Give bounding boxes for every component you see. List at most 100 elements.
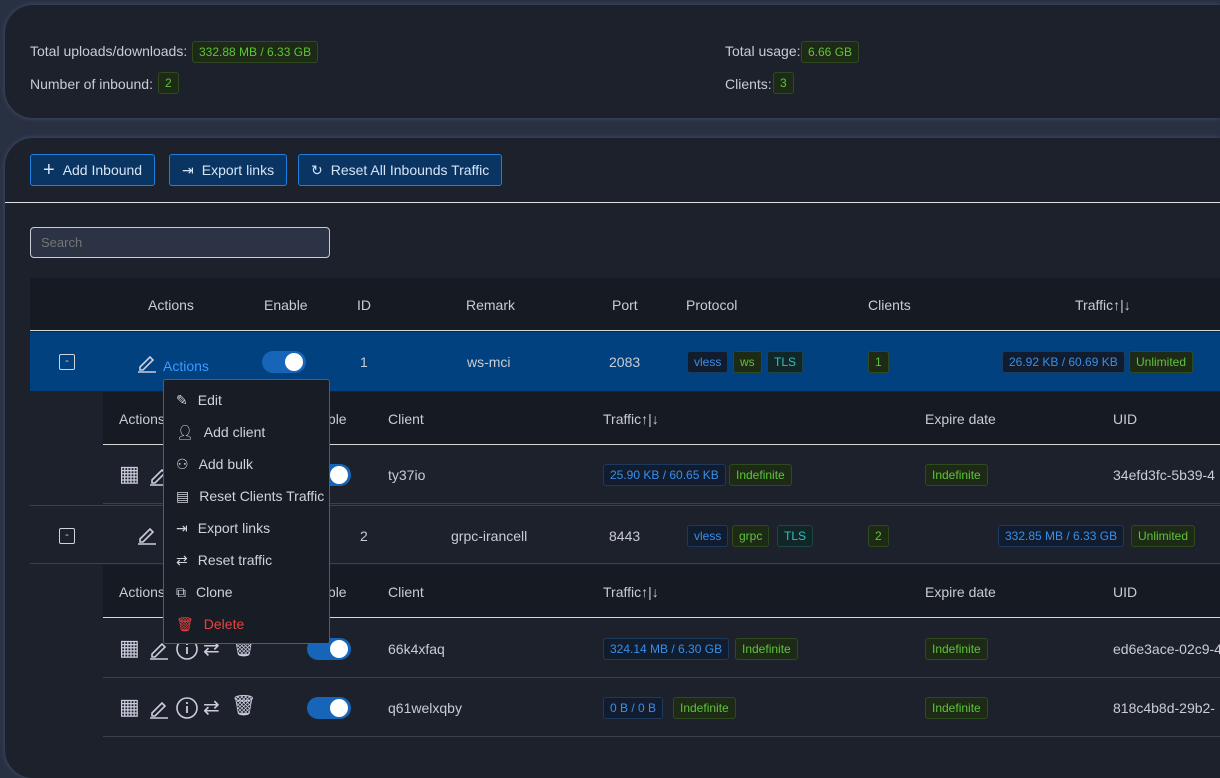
menu-item-add-bulk[interactable]: ⚇ Add bulk bbox=[164, 448, 329, 480]
copy-icon: ⧉ bbox=[176, 583, 186, 600]
inbound-row[interactable]: - 2 grpc-irancell 8443 vless grpc TLS 2 … bbox=[30, 505, 1220, 564]
header-traffic[interactable]: Traffic↑|↓ bbox=[1075, 297, 1131, 313]
client-name: ty37io bbox=[388, 467, 426, 483]
inbound-count-label: Number of inbound: bbox=[30, 76, 153, 92]
header-client: Client bbox=[388, 584, 424, 600]
menu-label: Export links bbox=[197, 520, 271, 536]
export-icon: ⇥ bbox=[182, 161, 194, 178]
reset-all-label: Reset All Inbounds Traffic bbox=[330, 162, 490, 178]
file-done-icon: ▤ bbox=[176, 487, 190, 504]
export-links-label: Export links bbox=[201, 162, 275, 178]
client-row: ▦ ⇄ 🗑︎ 66k4xfaq 324.14 MB / 6.30 GB Inde… bbox=[103, 619, 1220, 678]
inbound-port: 8443 bbox=[609, 528, 641, 544]
network-tag: ws bbox=[733, 351, 762, 373]
menu-item-delete[interactable]: 🗑︎ Delete bbox=[164, 608, 329, 640]
qrcode-icon[interactable]: ▦ bbox=[119, 635, 140, 660]
security-tag: TLS bbox=[777, 525, 814, 547]
header-client: Client bbox=[388, 411, 424, 427]
actions-menu: ✎ Edit 👤︎ Add client ⚇ Add bulk ▤ Reset Clie… bbox=[163, 379, 330, 644]
header-enable: Enable bbox=[264, 297, 308, 313]
header-traffic[interactable]: Traffic↑|↓ bbox=[603, 411, 659, 427]
menu-item-clone[interactable]: ⧉ Clone bbox=[164, 576, 329, 608]
client-expire-tag: Indefinite bbox=[925, 638, 988, 660]
client-expire-tag: Indefinite bbox=[925, 464, 988, 486]
protocol-tag: vless bbox=[687, 525, 729, 547]
client-total-tag: Indefinite bbox=[729, 464, 792, 486]
header-expire: Expire date bbox=[925, 411, 996, 427]
retweet-icon[interactable]: ⇄ bbox=[203, 697, 220, 719]
edit-icon[interactable] bbox=[147, 696, 171, 720]
client-uid: 34efd3fc-5b39-4 bbox=[1113, 467, 1215, 483]
header-id: ID bbox=[357, 297, 371, 313]
header-expire: Expire date bbox=[925, 584, 996, 600]
inbound-port: 2083 bbox=[609, 354, 641, 370]
usergroup-add-icon: ⚇ bbox=[176, 455, 189, 472]
info-icon[interactable] bbox=[175, 696, 199, 720]
reset-all-traffic-button[interactable]: ↻ Reset All Inbounds Traffic bbox=[298, 154, 503, 186]
client-total-tag: Indefinite bbox=[673, 697, 736, 719]
qrcode-icon[interactable]: ▦ bbox=[119, 694, 140, 719]
client-expire-tag: Indefinite bbox=[925, 697, 988, 719]
collapse-button[interactable]: - bbox=[59, 354, 75, 370]
user-add-icon: 👤︎ bbox=[176, 423, 194, 440]
header-remark: Remark bbox=[466, 297, 516, 313]
menu-label: Edit bbox=[197, 392, 222, 408]
header-clients[interactable]: Clients bbox=[868, 297, 911, 313]
inbound-remark: ws-mci bbox=[467, 354, 511, 370]
stats-card: Total uploads/downloads: 332.88 MB / 6.3… bbox=[5, 5, 1220, 118]
menu-label: Reset Clients Traffic bbox=[199, 488, 325, 504]
header-protocol: Protocol bbox=[686, 297, 738, 313]
total-usage-value: 6.66 GB bbox=[801, 41, 860, 63]
menu-item-add-client[interactable]: 👤︎ Add client bbox=[164, 416, 329, 448]
collapse-button[interactable]: - bbox=[59, 528, 75, 544]
inbound-count-value: 2 bbox=[158, 72, 179, 94]
enable-toggle[interactable] bbox=[262, 351, 306, 373]
menu-label: Reset traffic bbox=[197, 552, 273, 568]
edit-icon[interactable] bbox=[147, 637, 171, 661]
total-updown-label: Total uploads/downloads: bbox=[30, 43, 188, 59]
clients-count: 1 bbox=[868, 351, 889, 373]
client-uid: ed6e3ace-02c9-4 bbox=[1113, 641, 1220, 657]
export-links-button[interactable]: ⇥ Export links bbox=[169, 154, 288, 186]
inbound-id: 2 bbox=[360, 528, 368, 544]
reload-icon: ↻ bbox=[311, 161, 323, 178]
divider bbox=[5, 202, 1220, 203]
traffic-tag: 332.85 MB / 6.33 GB bbox=[998, 525, 1125, 547]
menu-item-reset-traffic[interactable]: ⇄ Reset traffic bbox=[164, 544, 329, 576]
search-input[interactable] bbox=[30, 227, 330, 258]
header-traffic[interactable]: Traffic↑|↓ bbox=[603, 584, 659, 600]
edit-icon[interactable] bbox=[135, 350, 159, 374]
security-tag: TLS bbox=[767, 351, 804, 373]
client-name: q61welxqby bbox=[388, 700, 462, 716]
client-uid: 818c4b8d-29b2- bbox=[1113, 700, 1215, 716]
export-icon: ⇥ bbox=[176, 519, 188, 536]
menu-item-export-links[interactable]: ⇥ Export links bbox=[164, 512, 329, 544]
edit-icon[interactable] bbox=[135, 522, 159, 546]
client-name: 66k4xfaq bbox=[388, 641, 445, 657]
edit-icon: ✎ bbox=[176, 391, 188, 408]
client-total-tag: Indefinite bbox=[735, 638, 798, 660]
header-actions: Actions bbox=[148, 297, 194, 313]
add-inbound-button[interactable]: + Add Inbound bbox=[30, 154, 156, 186]
enable-toggle[interactable] bbox=[307, 697, 351, 719]
inbound-remark: grpc-irancell bbox=[451, 528, 528, 544]
menu-item-edit[interactable]: ✎ Edit bbox=[164, 384, 329, 416]
menu-label: Add bulk bbox=[198, 456, 254, 472]
client-row: ▦ ⇄ 🗑︎ q61welxqby 0 B / 0 B Indefinite I… bbox=[103, 678, 1220, 737]
delete-icon: 🗑︎ bbox=[176, 615, 194, 632]
header-uid: UID bbox=[1113, 411, 1138, 427]
qrcode-icon[interactable]: ▦ bbox=[119, 461, 140, 486]
menu-label: Delete bbox=[203, 616, 245, 632]
limit-tag: Unlimited bbox=[1129, 351, 1194, 373]
delete-icon[interactable]: 🗑︎ bbox=[231, 695, 257, 717]
actions-dropdown[interactable]: Actions bbox=[163, 358, 209, 374]
limit-tag: Unlimited bbox=[1131, 525, 1196, 547]
header-actions: Actions bbox=[119, 584, 165, 600]
client-traffic-tag: 0 B / 0 B bbox=[603, 697, 664, 719]
retweet-icon: ⇄ bbox=[176, 551, 188, 568]
menu-item-reset-clients-traffic[interactable]: ▤ Reset Clients Traffic bbox=[164, 480, 329, 512]
add-inbound-label: Add Inbound bbox=[62, 162, 143, 178]
inbound-id: 1 bbox=[360, 354, 368, 370]
header-actions: Actions bbox=[119, 411, 165, 427]
total-updown-value: 332.88 MB / 6.33 GB bbox=[192, 41, 319, 63]
